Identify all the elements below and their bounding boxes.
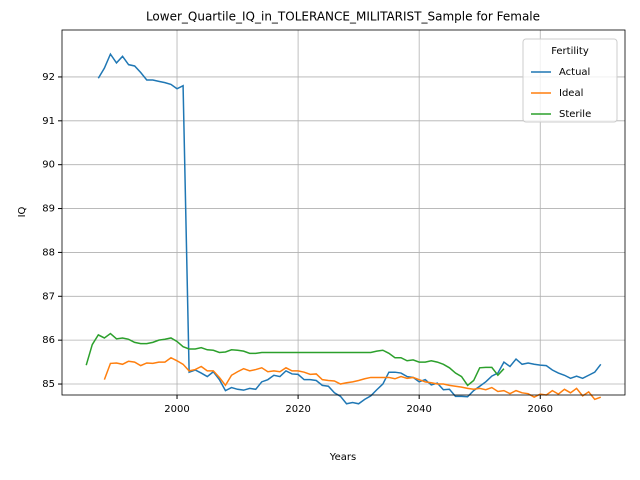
y-tick-label: 86 [42, 335, 55, 346]
chart-title: Lower_Quartile_IQ_in_TOLERANCE_MILITARIS… [146, 10, 540, 24]
legend-label: Actual [559, 67, 590, 78]
y-tick-label: 87 [42, 291, 55, 302]
y-tick-label: 88 [42, 247, 55, 258]
y-tick-label: 85 [42, 379, 55, 390]
x-axis-label: Years [329, 452, 356, 463]
series-line [97, 52, 602, 405]
legend-label: Sterile [559, 109, 591, 120]
series-line [85, 332, 505, 387]
y-tick-label: 90 [42, 160, 55, 171]
legend: Fertility Actual Ideal Sterile [522, 38, 618, 123]
x-tick-label: 2040 [406, 404, 431, 415]
x-tick-label: 2060 [528, 404, 553, 415]
x-tick-label: 2000 [164, 404, 189, 415]
series-line [103, 356, 602, 401]
y-axis-label: IQ [17, 206, 28, 217]
x-tick-label: 2020 [285, 404, 310, 415]
legend-label: Ideal [559, 88, 583, 99]
y-tick-label: 91 [42, 116, 55, 127]
y-tick-label: 89 [42, 204, 55, 215]
plot-frame [61, 29, 626, 396]
y-tick-label: 92 [42, 72, 55, 83]
legend-box [522, 38, 618, 123]
legend-title: Fertility [551, 46, 589, 57]
